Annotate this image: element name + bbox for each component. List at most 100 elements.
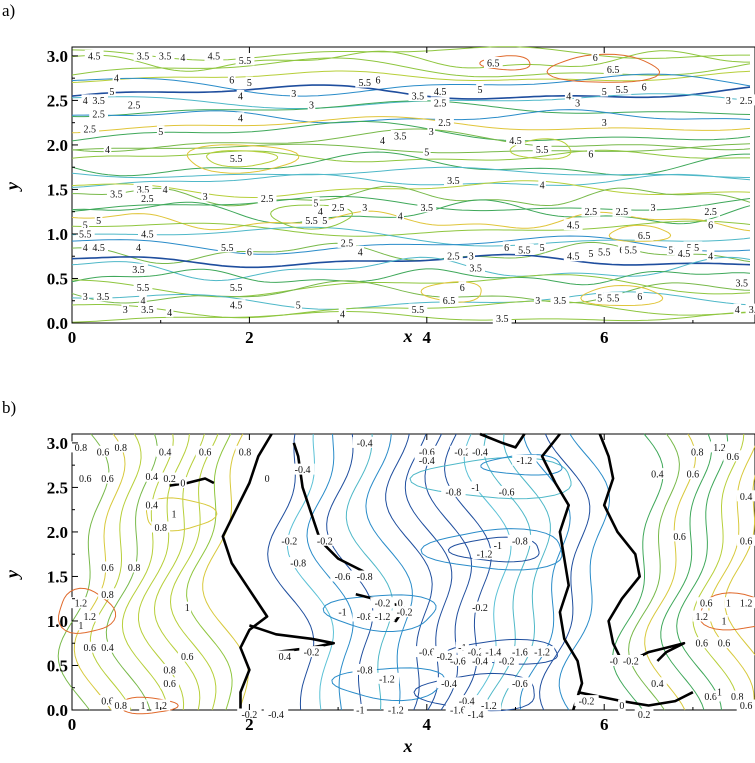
contour-label-bg xyxy=(674,247,694,259)
contour-label: 0.6 xyxy=(700,599,713,610)
contour-label-bg xyxy=(81,241,90,253)
contour-label-bg xyxy=(139,294,147,306)
contour-label: 3 xyxy=(575,99,580,110)
contour-label-bg xyxy=(512,454,537,466)
contour-label: 0.4 xyxy=(651,470,664,481)
contour-label: 4.5 xyxy=(88,51,101,62)
contour-label: 0.6 xyxy=(673,532,686,543)
contour-label: 0.6 xyxy=(718,639,731,650)
contour-label-bg xyxy=(727,690,747,702)
contour-line xyxy=(71,253,751,269)
contour-label-bg xyxy=(312,534,337,546)
contour-label: 0.8 xyxy=(115,443,128,454)
contour-label: 2.5 xyxy=(261,194,274,205)
contour-label-bg xyxy=(408,303,428,315)
contour-label: 0.6 xyxy=(97,447,110,458)
contour-label: 3 xyxy=(203,192,208,203)
contour-label: 4 xyxy=(167,308,172,319)
contour-label: -1 xyxy=(356,706,364,717)
contour-label: 0 xyxy=(619,701,624,712)
contour-label: 0.4 xyxy=(146,472,159,483)
contour-label-bg xyxy=(89,241,108,253)
contour-line xyxy=(186,433,233,711)
contour-label-bg xyxy=(103,143,112,155)
contour-loop xyxy=(546,53,661,83)
contour-label-bg xyxy=(390,130,410,141)
contour-label-bg xyxy=(432,650,457,662)
contour-label-bg xyxy=(481,646,506,658)
contour-label-bg xyxy=(423,146,431,158)
contour-label: 4.5 xyxy=(434,87,447,98)
contour-label-bg xyxy=(476,699,502,711)
contour-line xyxy=(71,128,751,153)
contour-label-bg xyxy=(160,677,179,689)
contour-line xyxy=(71,256,751,282)
contour-label-bg xyxy=(170,508,178,520)
contour-label-bg xyxy=(573,97,582,109)
contour-label: 1 xyxy=(722,617,727,628)
contour-label-bg xyxy=(98,641,117,653)
contour-label-bg xyxy=(605,655,630,666)
zero-contour xyxy=(292,442,366,574)
contour-label-bg xyxy=(217,241,237,253)
contour-label-bg xyxy=(138,303,157,315)
contour-label: 0.6 xyxy=(704,692,717,703)
contour-label-bg xyxy=(414,445,439,457)
contour-label: 4 xyxy=(398,212,403,223)
contour-label: 4 xyxy=(180,53,185,64)
contour-label-bg xyxy=(328,201,348,213)
contour-line xyxy=(71,149,750,163)
contour-label-bg xyxy=(621,244,641,255)
contour-label: 0 xyxy=(398,599,403,610)
contour-label: 1 xyxy=(726,599,731,610)
contour-label: -0.4 xyxy=(268,710,284,721)
contour-label: 0.6 xyxy=(163,679,176,690)
contour-label-bg xyxy=(732,276,752,288)
contour-label: 4 xyxy=(114,74,119,85)
contour-label: 0.4 xyxy=(651,679,664,690)
contour-label: 5.5 xyxy=(305,216,318,227)
x-tick-label: 6 xyxy=(600,715,609,734)
contour-label-bg xyxy=(640,81,648,93)
contour-label-bg xyxy=(98,561,117,573)
contour-label-bg xyxy=(383,704,408,715)
contour-label: 5 xyxy=(597,294,602,305)
y-tick-label: 1.0 xyxy=(47,225,68,244)
contour-label-bg xyxy=(112,72,121,84)
contour-label-bg xyxy=(715,686,724,698)
contour-label: -1.4 xyxy=(468,710,484,721)
contour-label: 3.5 xyxy=(92,96,105,107)
contour-label-bg xyxy=(177,650,197,662)
contour-label-bg xyxy=(507,646,533,658)
contour-label-bg xyxy=(226,281,246,293)
contour-label-bg xyxy=(591,51,600,63)
contour-label-bg xyxy=(648,677,667,689)
contour-line xyxy=(71,220,751,237)
contour-label-bg xyxy=(467,250,475,262)
contour-label-bg xyxy=(302,214,321,226)
y-tick-label: 1.0 xyxy=(47,612,68,631)
contour-label: 0.4 xyxy=(159,447,172,458)
contour-line xyxy=(71,210,751,232)
contour-label: 5.5 xyxy=(625,246,638,257)
contour-label-bg xyxy=(226,299,246,311)
contour-line xyxy=(71,274,751,298)
contour-label-bg xyxy=(417,201,437,213)
contour-label: 2.5 xyxy=(447,252,460,263)
contour-label-bg xyxy=(724,94,733,106)
contour-label-bg xyxy=(563,250,583,262)
contour-line xyxy=(72,185,751,207)
contour-label: 5.5 xyxy=(598,247,611,258)
contour-label-bg xyxy=(696,597,716,609)
x-tick-label: 2 xyxy=(245,715,254,734)
contour-label: 3.5 xyxy=(137,185,150,196)
contour-label: 6.5 xyxy=(443,296,456,307)
contour-label: 3 xyxy=(602,118,607,129)
contour-label-bg xyxy=(634,708,654,720)
contour-line xyxy=(71,116,751,134)
contour-label: 0.8 xyxy=(154,523,167,534)
contour-label-bg xyxy=(337,236,357,248)
panel-b-xlabel: x xyxy=(403,736,413,756)
contour-label-bg xyxy=(121,303,129,315)
